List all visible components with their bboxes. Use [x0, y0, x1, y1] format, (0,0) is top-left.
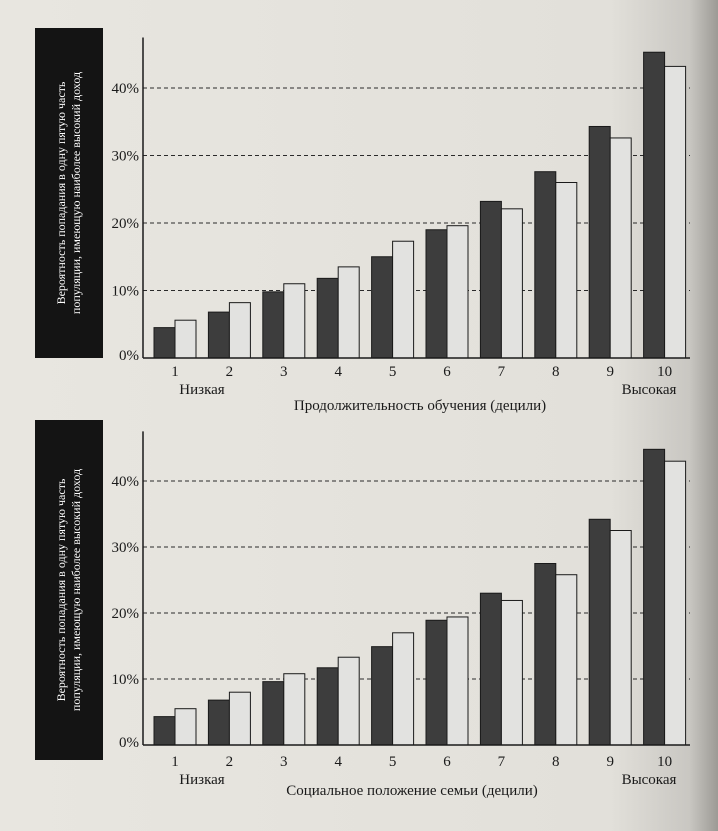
- x-axis-low-label: Низкая: [179, 382, 225, 398]
- bar-dark: [425, 229, 448, 359]
- x-tick-label: 3: [280, 754, 288, 770]
- x-axis-title: Продолжительность обучения (децили): [294, 398, 546, 414]
- y-tick-label: 20%: [112, 216, 140, 232]
- bar-dark: [479, 200, 502, 359]
- bar-light: [664, 65, 687, 359]
- x-tick-label: 9: [606, 364, 614, 380]
- y-tick-label: 40%: [112, 81, 140, 97]
- y-axis-label-line-1: Вероятность попадания в одну пятую часть: [54, 478, 69, 702]
- bar-dark: [534, 171, 557, 359]
- bar-dark: [153, 327, 176, 359]
- y-axis-label-line-1: Вероятность попадания в одну пятую часть: [54, 81, 69, 305]
- bar-light: [664, 460, 687, 746]
- y-axis-label-box: Вероятность попадания в одну пятую часть…: [35, 420, 103, 760]
- bar-light: [500, 599, 523, 746]
- y-axis-label: Вероятность попадания в одну пятую часть…: [54, 469, 84, 711]
- bar-dark: [153, 716, 176, 746]
- y-tick-label: 30%: [112, 149, 140, 165]
- bar-dark: [425, 619, 448, 746]
- bar-light: [392, 632, 415, 746]
- bar-dark: [534, 563, 557, 746]
- bar-light: [174, 319, 197, 359]
- chart-svg-social-status: 0% 10% 20% 30% 40% 1 2 3 4 5 6 7 8 9 10 Низкая Высока…: [112, 431, 690, 799]
- x-tick-label: 5: [389, 754, 397, 770]
- chart-panel-social-status: Вероятность попадания в одну пятую часть…: [0, 410, 718, 831]
- bar-dark: [371, 256, 394, 359]
- bar-light: [337, 656, 360, 746]
- x-tick-label: 10: [657, 754, 672, 770]
- x-tick-label: 7: [498, 364, 506, 380]
- x-tick-label: 6: [443, 754, 451, 770]
- y-axis-label-line-2: популяции, имеющую наиболее высокий дохо…: [69, 468, 84, 712]
- bar-dark: [588, 125, 611, 359]
- y-axis-label-box: Вероятность попадания в одну пятую часть…: [35, 28, 103, 358]
- bar-light: [228, 302, 251, 359]
- bar-light: [392, 240, 415, 359]
- bar-light: [555, 182, 578, 359]
- chart-panel-education: Вероятность попадания в одну пятую часть…: [35, 28, 690, 414]
- chart-svg-education: 0% 10% 20% 30% 40% 1 2 3 4 5 6 7 8 9 10 Низкая Высока…: [112, 37, 690, 414]
- x-tick-label: 2: [226, 364, 234, 380]
- x-tick-label: 7: [498, 754, 506, 770]
- bar-light: [446, 616, 469, 746]
- y-tick-label: 40%: [112, 474, 140, 490]
- x-tick-label: 5: [389, 364, 397, 380]
- x-tick-label: 8: [552, 754, 560, 770]
- bar-light: [337, 266, 360, 359]
- bar-light: [174, 708, 197, 746]
- x-tick-label: 1: [171, 364, 179, 380]
- bar-dark: [643, 448, 666, 746]
- bar-dark: [262, 681, 285, 746]
- bar-light: [283, 673, 306, 746]
- bar-light: [500, 208, 523, 359]
- bar-dark: [371, 646, 394, 746]
- x-tick-label: 9: [606, 754, 614, 770]
- x-axis-high-label: Высокая: [622, 772, 677, 788]
- y-tick-label: 20%: [112, 606, 140, 622]
- x-tick-label: 1: [171, 754, 179, 770]
- bar-dark: [262, 291, 285, 359]
- x-axis-low-label: Низкая: [179, 772, 225, 788]
- x-tick-label: 6: [443, 364, 451, 380]
- y-tick-label: 30%: [112, 540, 140, 556]
- bar-dark: [588, 518, 611, 746]
- x-axis-title: Социальное положение семьи (децили): [286, 783, 537, 799]
- bar-light: [609, 530, 632, 746]
- bar-light: [228, 691, 251, 746]
- x-tick-label: 8: [552, 364, 560, 380]
- bar-dark: [207, 311, 230, 359]
- y-tick-label: 0%: [119, 348, 139, 364]
- bar-dark: [316, 667, 339, 746]
- y-tick-label: 10%: [112, 672, 140, 688]
- y-tick-label: 0%: [119, 735, 139, 751]
- bar-light: [283, 283, 306, 359]
- bar-light: [609, 137, 632, 359]
- x-tick-label: 4: [334, 754, 342, 770]
- y-tick-label: 10%: [112, 284, 140, 300]
- bar-light: [555, 574, 578, 746]
- x-tick-label: 10: [657, 364, 672, 380]
- bar-dark: [479, 592, 502, 746]
- bar-light: [446, 225, 469, 359]
- y-axis-label: Вероятность попадания в одну пятую часть…: [54, 72, 84, 314]
- x-tick-label: 2: [226, 754, 234, 770]
- y-axis-label-line-2: популяции, имеющую наиболее высокий дохо…: [69, 71, 84, 315]
- x-axis-high-label: Высокая: [622, 382, 677, 398]
- bar-dark: [643, 51, 666, 359]
- bar-dark: [316, 277, 339, 359]
- x-tick-label: 3: [280, 364, 288, 380]
- bar-dark: [207, 699, 230, 746]
- x-tick-label: 4: [334, 364, 342, 380]
